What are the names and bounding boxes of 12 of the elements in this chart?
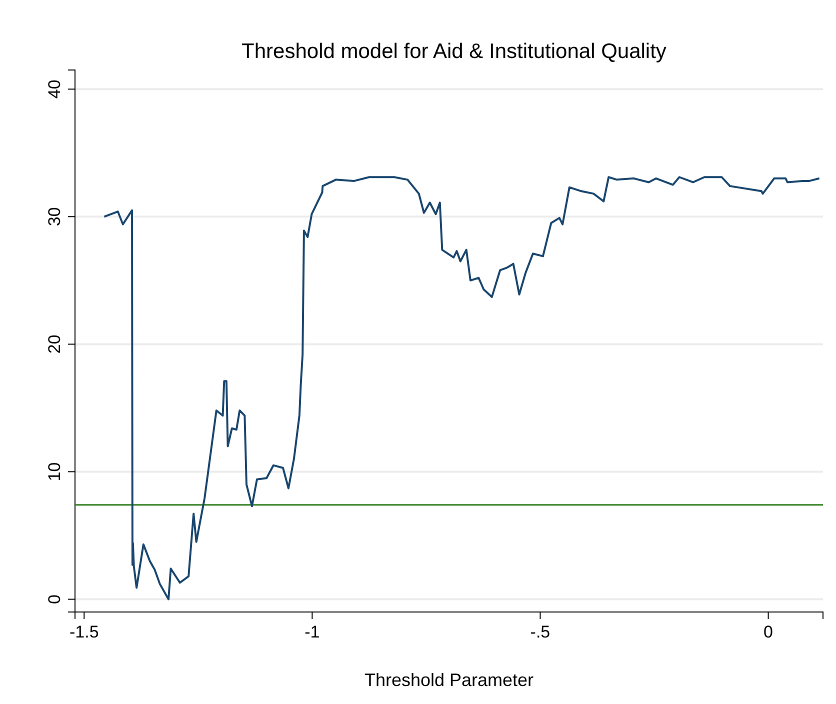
- y-tick-label: 20: [45, 334, 64, 354]
- y-tick-label: 30: [45, 207, 64, 226]
- y-tick-label: 40: [45, 80, 64, 99]
- x-tick-label: -1.5: [69, 622, 99, 642]
- line-series: [103, 176, 820, 600]
- x-axis-title: Threshold Parameter: [364, 670, 534, 690]
- chart-title: Threshold model for Aid & Institutional Quality: [242, 40, 667, 63]
- y-tick-label: 0: [45, 594, 64, 604]
- y-tick-label: 10: [45, 462, 64, 482]
- x-tick-label: -.5: [530, 622, 550, 642]
- x-tick-label: 0: [764, 622, 774, 642]
- x-tick-label: -1: [304, 622, 320, 642]
